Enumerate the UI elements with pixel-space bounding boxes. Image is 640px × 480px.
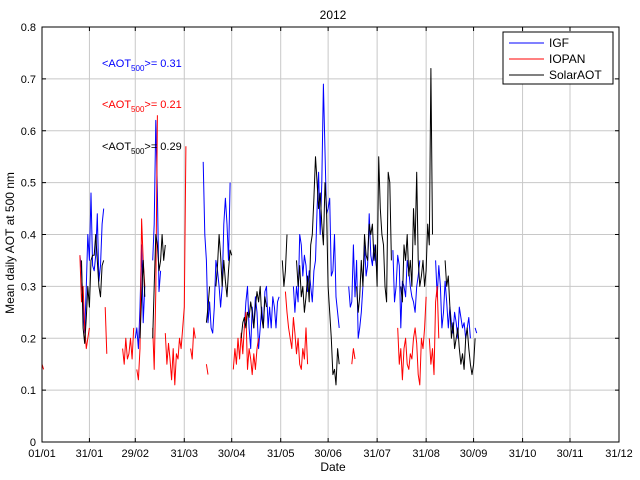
y-tick-label: 0.7	[21, 74, 36, 86]
series-line-iopan	[164, 146, 187, 386]
legend-label: IOPAN	[549, 52, 585, 66]
x-tick-label: 31/05	[267, 448, 295, 460]
y-tick-label: 0.8	[21, 22, 36, 34]
x-tick-label: 30/06	[314, 448, 342, 460]
axis-ticks: 01/01 31/01 29/02 31/03 30/04 31/05 30/06 31/07…	[21, 22, 633, 460]
x-tick-label: 30/09	[460, 448, 488, 460]
y-tick-label: 0	[30, 437, 36, 449]
annotation-prefix: <AOT	[102, 141, 131, 153]
series-line-iopan	[232, 311, 260, 376]
series-line-solaraot	[444, 260, 476, 376]
series-line-igf	[134, 244, 146, 350]
y-tick-label: 0.1	[21, 385, 36, 397]
annotation-prefix: <AOT	[102, 99, 131, 111]
series-line-iopan	[79, 255, 90, 350]
series-line-igf	[243, 285, 280, 350]
series-line-iopan	[152, 115, 158, 370]
legend-label: IGF	[549, 36, 569, 50]
series-line-igf	[392, 250, 421, 329]
x-axis-label: Date	[320, 460, 346, 474]
x-tick-label: 31/07	[363, 448, 391, 460]
series-line-solaraot	[215, 234, 233, 298]
series-line-solaraot	[400, 68, 433, 303]
annotation-subscript: 500	[131, 147, 145, 156]
series-line-igf	[474, 327, 478, 334]
annotation-suffix: >= 0.21	[144, 99, 181, 111]
series-line-igf	[292, 83, 340, 328]
mean-annotation: <AOT500>= 0.21	[102, 99, 182, 114]
series-line-solaraot	[139, 259, 146, 339]
annotation-suffix: >= 0.29	[144, 141, 181, 153]
annotation-suffix: >= 0.31	[144, 58, 181, 70]
x-tick-label: 30/11	[557, 448, 584, 460]
series-line-iopan	[284, 291, 309, 370]
legend-label: SolarAOT	[549, 68, 602, 82]
series-igf	[79, 83, 478, 350]
x-tick-label: 31/01	[76, 448, 104, 460]
x-tick-label: 31/10	[509, 448, 537, 460]
x-tick-label: 30/04	[218, 448, 246, 460]
series-line-solaraot	[240, 285, 267, 339]
y-tick-label: 0.4	[21, 230, 36, 242]
plot-area	[41, 68, 478, 386]
x-tick-label: 31/12	[605, 448, 633, 460]
y-axis-label: Mean daily AOT at 500 nm	[3, 172, 17, 314]
series-line-iopan	[428, 285, 440, 376]
y-tick-label: 0.3	[21, 281, 36, 293]
series-line-solaraot	[205, 286, 211, 323]
series-line-solaraot	[81, 234, 105, 344]
y-tick-label: 0.6	[21, 126, 36, 138]
chart-title: 2012	[320, 8, 347, 22]
mean-annotation: <AOT500>= 0.31	[102, 58, 182, 73]
x-tick-label: 31/08	[412, 448, 440, 460]
x-tick-label: 29/02	[122, 448, 150, 460]
annotation-subscript: 500	[131, 64, 145, 73]
series-line-iopan	[190, 327, 196, 360]
series-line-iopan	[104, 307, 108, 354]
x-tick-label: 31/03	[171, 448, 199, 460]
x-tick-label: 01/01	[28, 448, 56, 460]
series-line-solaraot	[152, 234, 166, 339]
series-line-iopan	[351, 348, 356, 365]
y-tick-label: 0.2	[21, 333, 36, 345]
mean-annotation: <AOT500>= 0.29	[102, 141, 182, 156]
series-line-solaraot	[281, 234, 288, 287]
series-line-iopan	[122, 327, 135, 365]
series-line-iopan	[397, 296, 427, 386]
series-line-iopan	[205, 364, 209, 375]
y-tick-label: 0.5	[21, 178, 36, 190]
average-annotations: <AOT500>= 0.31<AOT500>= 0.21<AOT500>= 0.…	[102, 58, 182, 156]
annotation-subscript: 500	[131, 105, 145, 114]
series-iopan	[41, 115, 440, 386]
series-line-igf	[435, 260, 471, 339]
annotation-prefix: <AOT	[102, 58, 131, 70]
series-line-solaraot	[356, 156, 392, 313]
legend: IGF IOPAN SolarAOT	[502, 31, 614, 85]
series-solaraot	[81, 68, 476, 386]
series-line-solaraot	[296, 156, 340, 386]
